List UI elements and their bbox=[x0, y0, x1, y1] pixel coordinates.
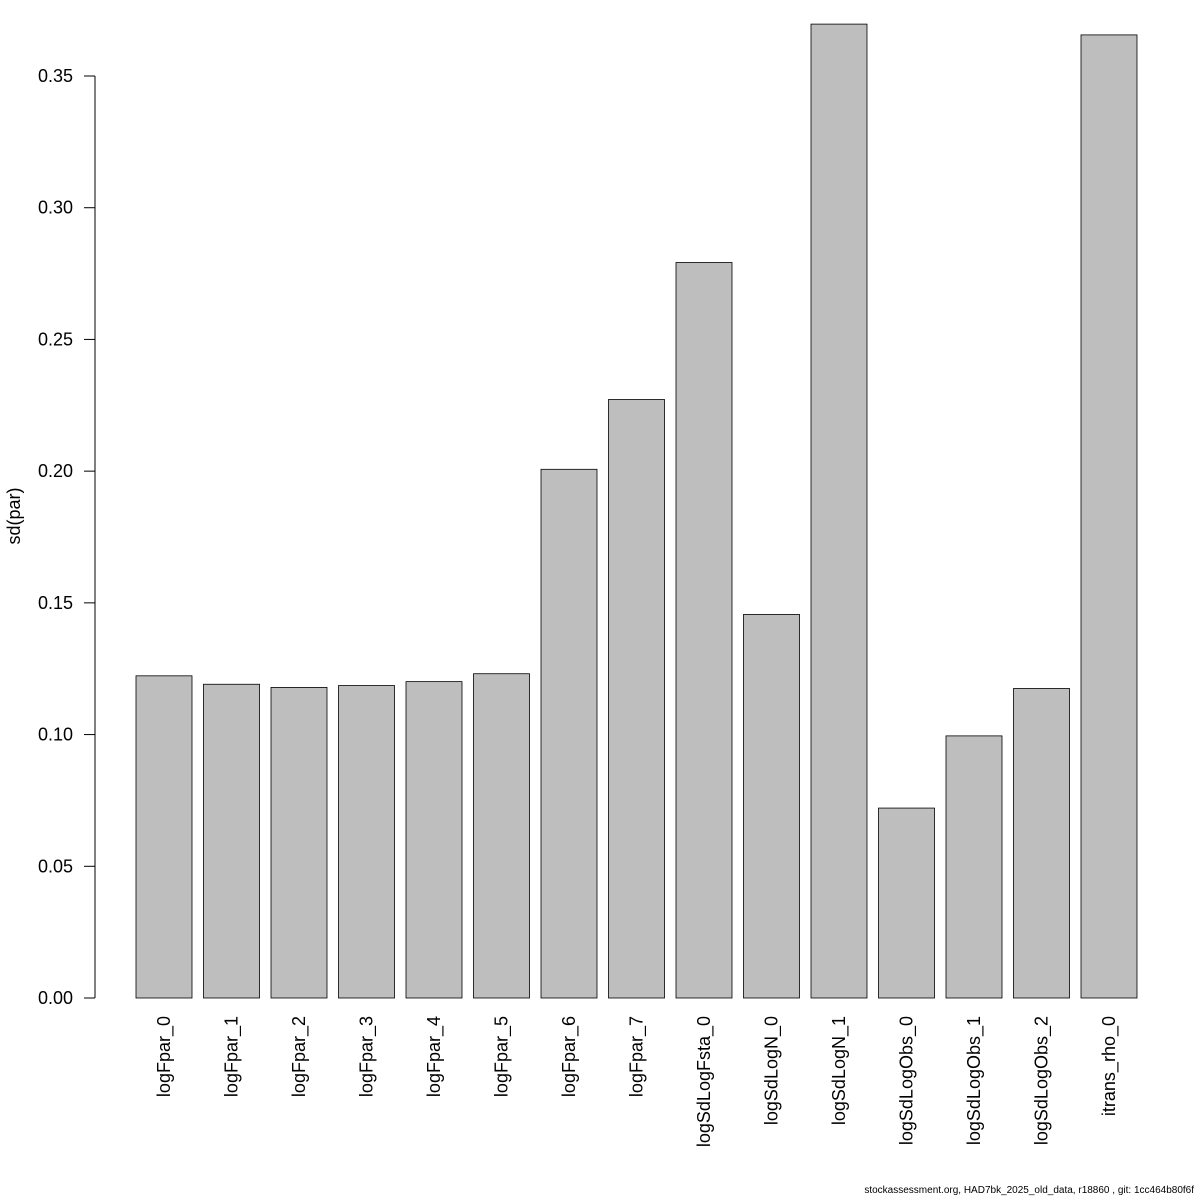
footer-note: stockassessment.org, HAD7bk_2025_old_dat… bbox=[864, 1185, 1194, 1196]
bar-logSdLogN_0 bbox=[743, 614, 800, 999]
bar-itrans_rho_0 bbox=[1080, 34, 1138, 999]
x-tick-label-itrans_rho_0: itrans_rho_0 bbox=[1099, 1016, 1120, 1116]
x-tick-label-logSdLogN_0: logSdLogN_0 bbox=[762, 1016, 783, 1125]
y-tick-label: 0.05 bbox=[38, 856, 73, 876]
x-tick-label-logSdLogObs_2: logSdLogObs_2 bbox=[1032, 1016, 1053, 1145]
bar-logSdLogObs_1 bbox=[945, 735, 1003, 999]
x-tick-label-logFpar_3: logFpar_3 bbox=[357, 1016, 378, 1097]
y-tick-label: 0.20 bbox=[38, 461, 73, 481]
y-tick-label: 0.15 bbox=[38, 593, 73, 613]
y-tick-label: 0.00 bbox=[38, 988, 73, 1008]
bar-logSdLogN_1 bbox=[810, 23, 868, 999]
bar-logFpar_0 bbox=[135, 675, 193, 999]
bar-logFpar_7 bbox=[608, 399, 665, 999]
bar-logSdLogFsta_0 bbox=[675, 262, 733, 999]
bar-logFpar_1 bbox=[203, 683, 260, 999]
y-axis-label: sd(par) bbox=[4, 487, 24, 544]
x-tick-label-logFpar_0: logFpar_0 bbox=[154, 1016, 175, 1097]
bar-logSdLogObs_0 bbox=[878, 807, 935, 999]
bar-logFpar_3 bbox=[338, 685, 395, 999]
x-tick-label-logFpar_6: logFpar_6 bbox=[559, 1016, 580, 1097]
y-tick-label: 0.10 bbox=[38, 725, 73, 745]
y-tick-label: 0.30 bbox=[38, 198, 73, 218]
bar-logFpar_5 bbox=[473, 673, 530, 999]
bar-logFpar_4 bbox=[405, 681, 463, 999]
x-tick-label-logFpar_7: logFpar_7 bbox=[627, 1016, 648, 1097]
x-tick-label-logSdLogObs_0: logSdLogObs_0 bbox=[897, 1016, 918, 1145]
x-tick-label-logFpar_1: logFpar_1 bbox=[222, 1016, 243, 1097]
x-tick-label-logFpar_4: logFpar_4 bbox=[424, 1016, 445, 1097]
x-tick-labels: logFpar_0 logFpar_1 logFpar_2 logFpar_3 logF… bbox=[154, 1016, 1120, 1147]
x-tick-label-logFpar_5: logFpar_5 bbox=[492, 1016, 513, 1097]
x-tick-label-logSdLogObs_1: logSdLogObs_1 bbox=[964, 1016, 985, 1145]
bar-logFpar_2 bbox=[270, 687, 328, 999]
y-tick-label: 0.35 bbox=[38, 66, 73, 86]
y-axis: 0.00 0.05 0.10 0.15 0.20 0.25 0.30 0.35 bbox=[38, 66, 96, 1008]
x-tick-label-logSdLogN_1: logSdLogN_1 bbox=[829, 1016, 850, 1125]
bars bbox=[135, 23, 1138, 999]
bar-logSdLogObs_2 bbox=[1013, 688, 1070, 999]
bar-logFpar_6 bbox=[540, 468, 598, 999]
x-tick-label-logFpar_2: logFpar_2 bbox=[289, 1016, 310, 1097]
x-tick-label-logSdLogFsta_0: logSdLogFsta_0 bbox=[694, 1016, 715, 1147]
y-tick-label: 0.25 bbox=[38, 329, 73, 349]
